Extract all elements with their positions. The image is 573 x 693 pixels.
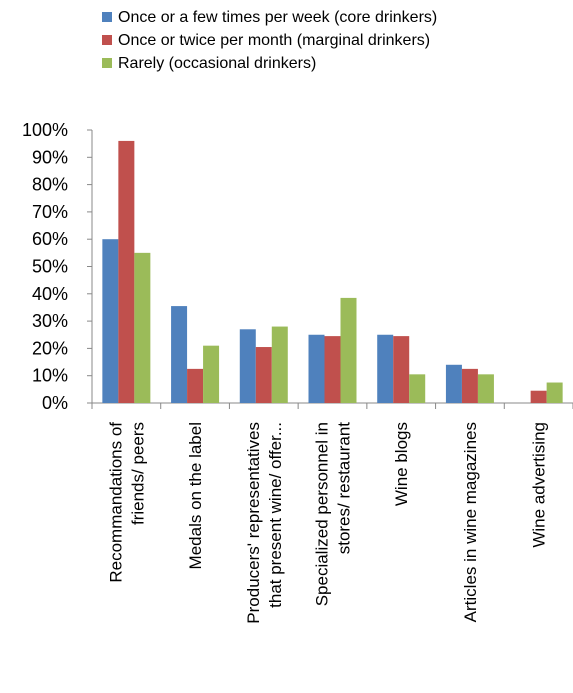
bar-0-1 xyxy=(171,306,188,403)
category-label-3-line-0: Specialized personnel in xyxy=(313,422,332,606)
bar-2-6 xyxy=(546,382,563,403)
y-tick-label-20: 20% xyxy=(32,338,68,358)
legend-label-0: Once or a few times per week (core drink… xyxy=(118,9,437,26)
y-tick-label-80: 80% xyxy=(32,175,68,195)
category-label-2: Producers' representatives that present w… xyxy=(244,422,285,624)
bar-1-5 xyxy=(461,368,478,403)
category-label-2-line-1: that present wine/ offer... xyxy=(266,422,285,608)
legend-swatch-2 xyxy=(102,58,112,68)
legend-swatch-1 xyxy=(102,35,112,45)
bar-2-0 xyxy=(134,252,151,403)
category-label-3-line-1: stores/ restaurant xyxy=(335,422,354,555)
category-labels: Recommandations of friends/ peers Medals o… xyxy=(106,422,548,624)
y-tick-label-90: 90% xyxy=(32,147,68,167)
bar-2-2 xyxy=(271,326,288,403)
bar-0-3 xyxy=(308,334,325,403)
category-label-0-line-0: Recommandations of xyxy=(106,422,125,583)
legend-swatch-0 xyxy=(102,12,112,22)
legend-label-2: Rarely (occasional drinkers) xyxy=(118,55,316,72)
category-label-5: Articles in wine magazines xyxy=(461,422,480,622)
bar-1-4 xyxy=(393,336,410,403)
bar-2-4 xyxy=(409,374,426,403)
y-tick-label-10: 10% xyxy=(32,366,68,386)
bar-2-1 xyxy=(203,345,220,403)
category-label-3: Specialized personnel in stores/ restaura… xyxy=(313,422,354,607)
category-label-0: Recommandations of friends/ peers xyxy=(106,422,147,583)
bar-2-5 xyxy=(477,374,494,403)
y-tick-label-100: 100% xyxy=(22,120,68,140)
bar-1-6 xyxy=(530,390,547,403)
category-label-4-line-0: Wine blogs xyxy=(392,422,411,506)
legend: Once or a few times per week (core drink… xyxy=(102,9,437,72)
category-label-6: Wine advertising xyxy=(530,422,549,548)
bar-0-5 xyxy=(445,364,462,403)
y-tick-label-70: 70% xyxy=(32,202,68,222)
category-label-4: Wine blogs xyxy=(392,422,411,506)
bar-1-0 xyxy=(118,140,135,404)
legend-label-1: Once or twice per month (marginal drinke… xyxy=(118,32,430,49)
y-tick-label-30: 30% xyxy=(32,311,68,331)
category-label-5-line-0: Articles in wine magazines xyxy=(461,422,480,622)
y-tick-label-50: 50% xyxy=(32,257,68,277)
x-axis xyxy=(91,402,573,409)
category-label-2-line-0: Producers' representatives xyxy=(244,422,263,624)
bar-0-4 xyxy=(377,334,394,403)
bar-1-1 xyxy=(187,368,204,403)
y-tick-label-60: 60% xyxy=(32,229,68,249)
category-label-6-line-0: Wine advertising xyxy=(530,422,549,548)
bar-2-3 xyxy=(340,297,357,403)
bar-0-2 xyxy=(239,329,256,403)
category-label-1: Medals on the label xyxy=(186,422,205,569)
category-label-0-line-1: friends/ peers xyxy=(128,422,147,525)
category-label-1-line-0: Medals on the label xyxy=(186,422,205,569)
y-axis: 0% 10% 20% 30% 40% 50% 60% 70% 80% 90% 100% xyxy=(22,120,93,413)
bar-1-3 xyxy=(324,336,341,403)
y-tick-label-0: 0% xyxy=(42,393,68,413)
y-tick-label-40: 40% xyxy=(32,284,68,304)
bars xyxy=(102,140,563,404)
bar-0-0 xyxy=(102,239,119,403)
bar-1-2 xyxy=(255,347,272,403)
